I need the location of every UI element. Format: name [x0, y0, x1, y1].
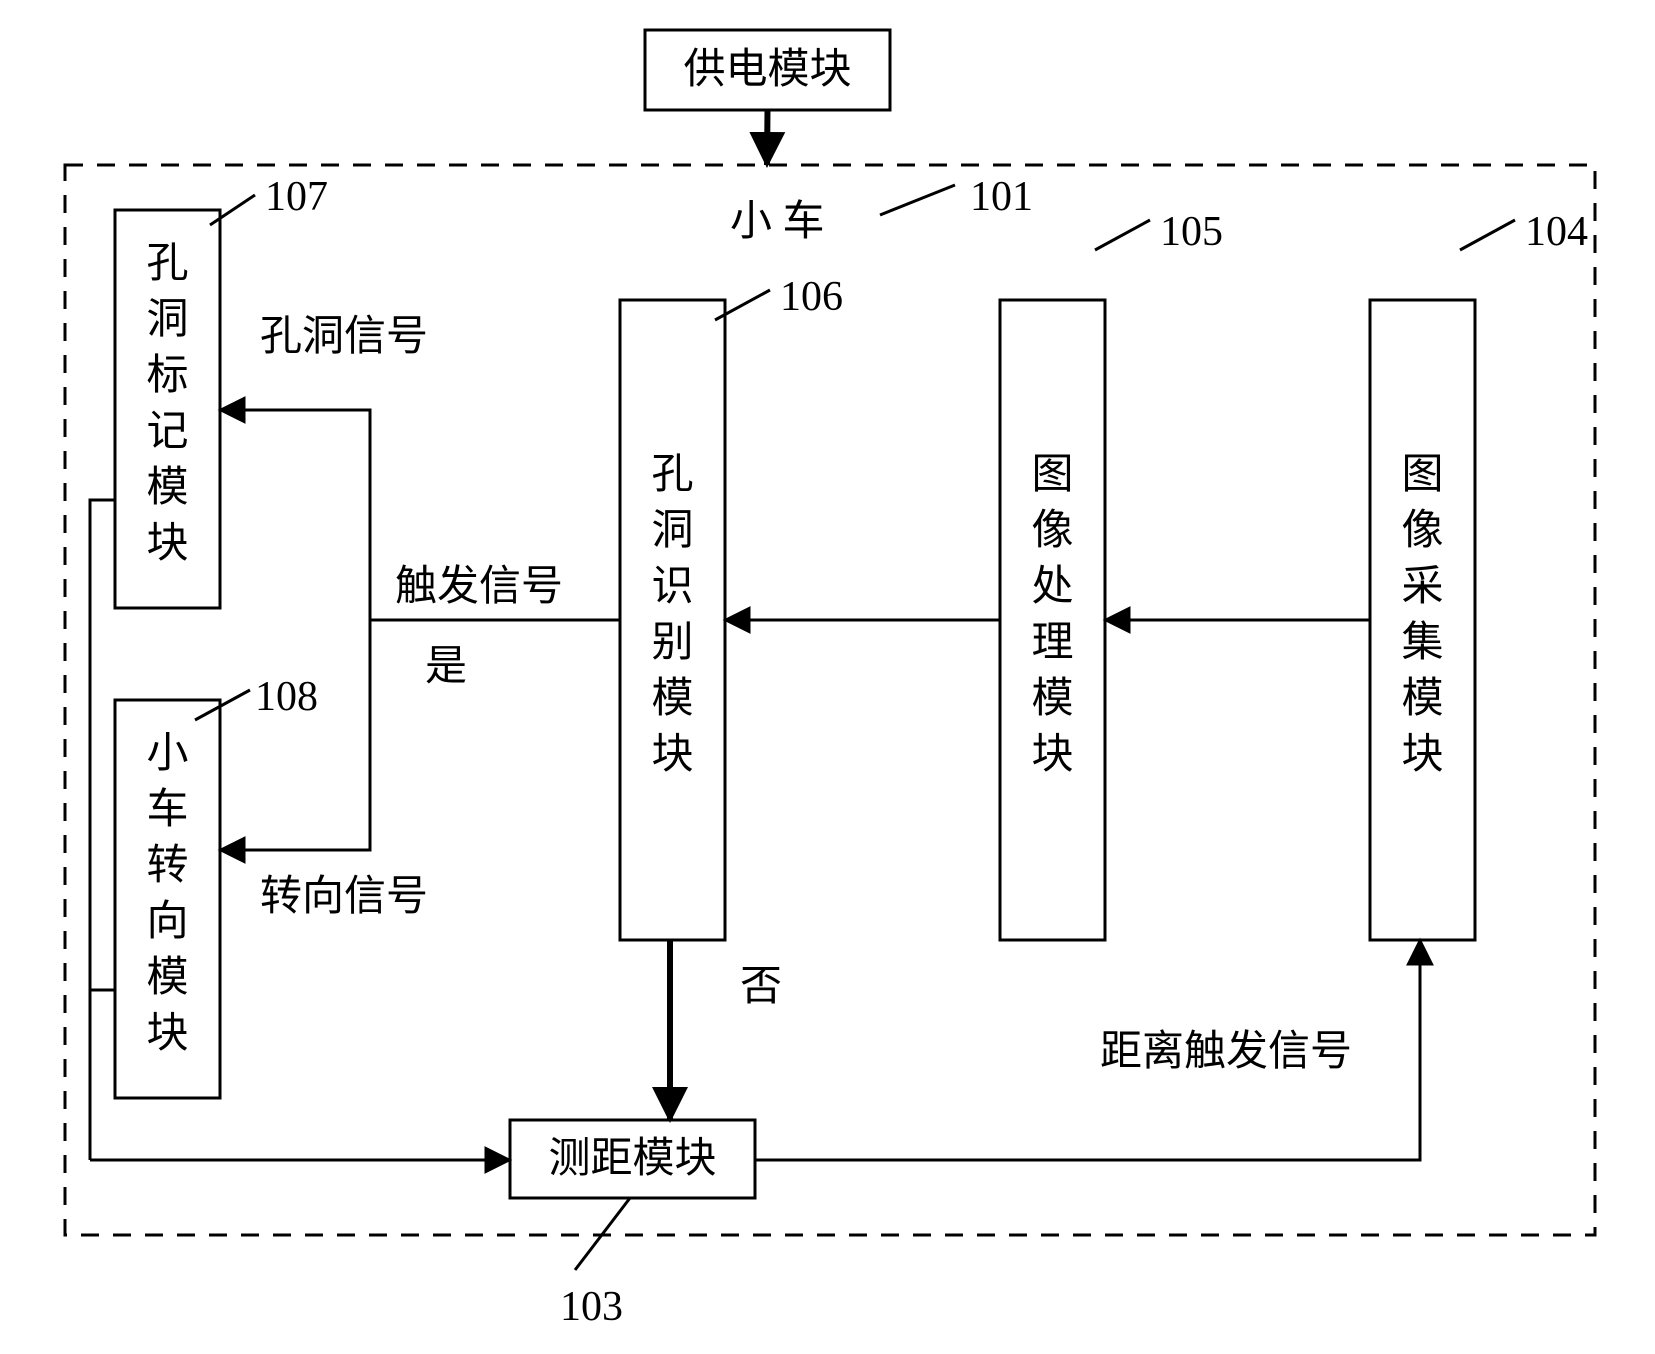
- svg-text:孔: 孔: [651, 452, 693, 498]
- edge-label-dist_trigger: 距离触发信号: [1100, 1028, 1352, 1075]
- svg-text:向: 向: [146, 899, 188, 945]
- leader-104: [1460, 220, 1515, 250]
- node-power: 供电模块: [645, 30, 890, 110]
- edge-label-turn_signal: 转向信号: [260, 874, 428, 920]
- node-label-power: 供电模块: [683, 47, 851, 93]
- ref-101: 101: [970, 174, 1033, 220]
- svg-text:车: 车: [146, 787, 188, 833]
- node-label-n105: 图像处理模块: [1031, 452, 1073, 778]
- edge-label-no: 否: [740, 964, 782, 1010]
- edge-107-to-bus: [90, 500, 115, 1160]
- svg-text:集: 集: [1401, 620, 1443, 666]
- leader-103: [575, 1198, 630, 1270]
- svg-text:模: 模: [1401, 676, 1443, 722]
- svg-text:处: 处: [1031, 564, 1073, 610]
- svg-text:标: 标: [146, 353, 188, 399]
- ref-104: 104: [1525, 209, 1588, 255]
- edge-label-trigger_signal: 触发信号: [395, 564, 563, 610]
- svg-text:洞: 洞: [146, 297, 188, 343]
- node-label-dist: 测距模块: [548, 1136, 716, 1182]
- svg-text:图: 图: [1031, 452, 1073, 498]
- edge-power-to-container: [767, 110, 768, 165]
- svg-text:洞: 洞: [651, 508, 693, 554]
- ref-103: 103: [560, 1284, 623, 1330]
- node-label-n106: 孔洞识别模块: [651, 452, 693, 778]
- node-dist: 测距模块: [510, 1120, 755, 1198]
- svg-text:模: 模: [651, 676, 693, 722]
- svg-text:理: 理: [1031, 620, 1073, 666]
- svg-text:块: 块: [146, 521, 188, 567]
- svg-text:记: 记: [146, 409, 188, 455]
- edge-106-to-108: [220, 620, 370, 850]
- free-label-cart: 小 车: [730, 199, 825, 245]
- svg-text:块: 块: [1031, 732, 1073, 778]
- edge-label-hole_signal: 孔洞信号: [260, 314, 428, 360]
- svg-text:像: 像: [1031, 508, 1073, 554]
- ref-107: 107: [265, 174, 328, 220]
- ref-105: 105: [1160, 209, 1223, 255]
- svg-text:模: 模: [146, 955, 188, 1001]
- svg-text:图: 图: [1401, 452, 1443, 498]
- svg-text:像: 像: [1401, 508, 1443, 554]
- leader-106: [715, 290, 770, 320]
- node-label-n108: 小车转向模块: [146, 731, 188, 1057]
- svg-text:转: 转: [146, 843, 188, 889]
- ref-106: 106: [780, 274, 843, 320]
- svg-text:采: 采: [1401, 564, 1443, 610]
- svg-text:模: 模: [146, 465, 188, 511]
- ref-108: 108: [255, 674, 318, 720]
- svg-text:块: 块: [651, 732, 693, 778]
- leader-101: [880, 185, 955, 215]
- svg-text:孔: 孔: [146, 241, 188, 287]
- leader-108: [195, 690, 250, 720]
- svg-text:别: 别: [651, 620, 693, 666]
- svg-text:小: 小: [146, 731, 188, 777]
- node-label-n104: 图像采集模块: [1401, 452, 1443, 778]
- leader-105: [1095, 220, 1150, 250]
- svg-text:块: 块: [146, 1011, 188, 1057]
- svg-text:识: 识: [651, 564, 693, 610]
- edge-label-yes: 是: [425, 644, 467, 690]
- svg-text:模: 模: [1031, 676, 1073, 722]
- node-label-n107: 孔洞标记模块: [146, 241, 188, 567]
- svg-text:块: 块: [1401, 732, 1443, 778]
